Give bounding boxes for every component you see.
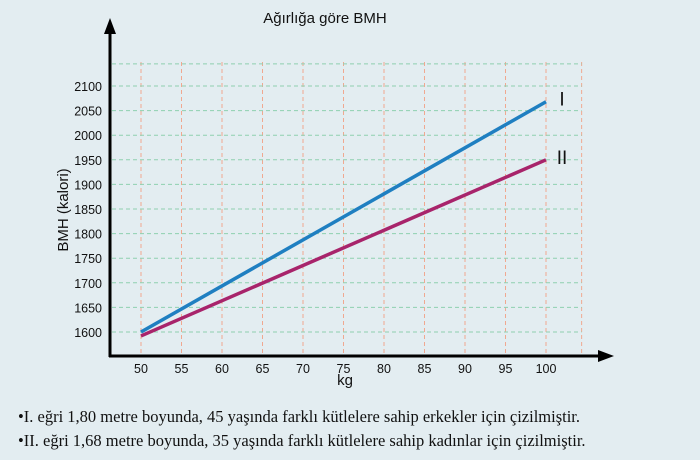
x-tick-label: 65: [256, 362, 270, 376]
x-tick-label: 60: [215, 362, 229, 376]
x-tick-label: 90: [458, 362, 472, 376]
x-tick-label: 95: [499, 362, 513, 376]
x-tick-label: 50: [134, 362, 148, 376]
y-tick-label: 1950: [74, 154, 102, 168]
y-tick-label: 1800: [74, 228, 102, 242]
x-tick-label: 70: [296, 362, 310, 376]
series-label-I: I: [559, 90, 564, 111]
y-tick-label: 1750: [74, 252, 102, 266]
y-axis-arrow-icon: [104, 18, 116, 34]
note-curve-1: •I. eğri 1,80 metre boyunda, 45 yaşında …: [18, 407, 581, 426]
bmh-chart: Ağırlığa göre BMH BMH (kalori) kg 50 55 60…: [55, 10, 614, 389]
series-line-II: [140, 158, 547, 338]
x-axis-arrow-icon: [598, 350, 614, 362]
x-tick-label: 85: [418, 362, 432, 376]
chart-title: Ağırlığa göre BMH: [263, 10, 386, 27]
y-tick-label: 1600: [74, 326, 102, 340]
series-label-II: II: [557, 148, 568, 169]
note-curve-2: •II. eğri 1,68 metre boyunda, 35 yaşında…: [18, 431, 586, 450]
y-tick-label: 1900: [74, 178, 102, 192]
y-axis-label: BMH (kalori): [55, 168, 72, 251]
x-tick-label: 100: [536, 362, 557, 376]
y-tick-label: 1850: [74, 203, 102, 217]
x-axis-label: kg: [337, 372, 353, 389]
series-line-I: [140, 100, 547, 334]
notes: •I. eğri 1,80 metre boyunda, 45 yaşında …: [18, 405, 586, 453]
x-tick-label: 80: [377, 362, 391, 376]
y-tick-label: 1650: [74, 301, 102, 315]
y-tick-label: 2000: [74, 129, 102, 143]
x-tick-label: 75: [337, 362, 351, 376]
y-tick-label: 2100: [74, 80, 102, 94]
x-tick-label: 55: [175, 362, 189, 376]
y-tick-label: 1700: [74, 277, 102, 291]
y-tick-label: 2050: [74, 105, 102, 119]
